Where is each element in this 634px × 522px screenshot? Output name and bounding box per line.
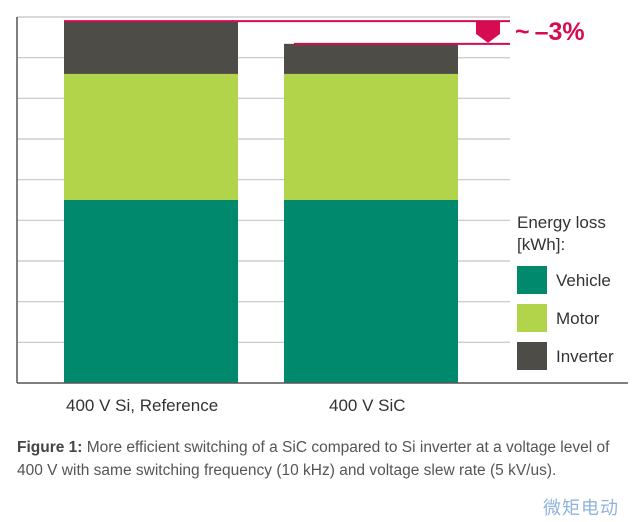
- x-tick-label-sic: 400 V SiC: [329, 396, 406, 415]
- bar-segment-inverter: [64, 21, 238, 74]
- bar-segment-motor: [64, 73, 238, 200]
- legend-swatch-inverter: [517, 342, 547, 370]
- bar-segment-inverter: [284, 43, 458, 74]
- figure-caption: Figure 1: More efficient switching of a …: [17, 436, 627, 482]
- bar-segment-motor: [284, 73, 458, 200]
- caption-label: Figure 1:: [17, 439, 83, 456]
- legend-label-motor: Motor: [556, 309, 600, 328]
- watermark: 微矩电动: [543, 498, 619, 518]
- bar-segment-vehicle: [284, 200, 458, 383]
- stacked-bar-chart: [16, 16, 628, 384]
- caption-text: More efficient switching of a SiC compar…: [17, 439, 610, 479]
- legend-label-inverter: Inverter: [556, 347, 614, 366]
- legend-title-line2: [kWh]:: [517, 235, 566, 254]
- x-tick-label-reference: 400 V Si, Reference: [66, 396, 219, 415]
- legend-swatch-motor: [517, 304, 547, 332]
- legend-label-vehicle: Vehicle: [556, 271, 611, 290]
- reduction-arrow-icon: [476, 21, 500, 43]
- legend-title-line1: Energy loss: [517, 213, 606, 232]
- bar-segment-vehicle: [64, 200, 238, 383]
- reduction-annotation: ~ –3%: [515, 18, 585, 46]
- legend-swatch-vehicle: [517, 266, 547, 294]
